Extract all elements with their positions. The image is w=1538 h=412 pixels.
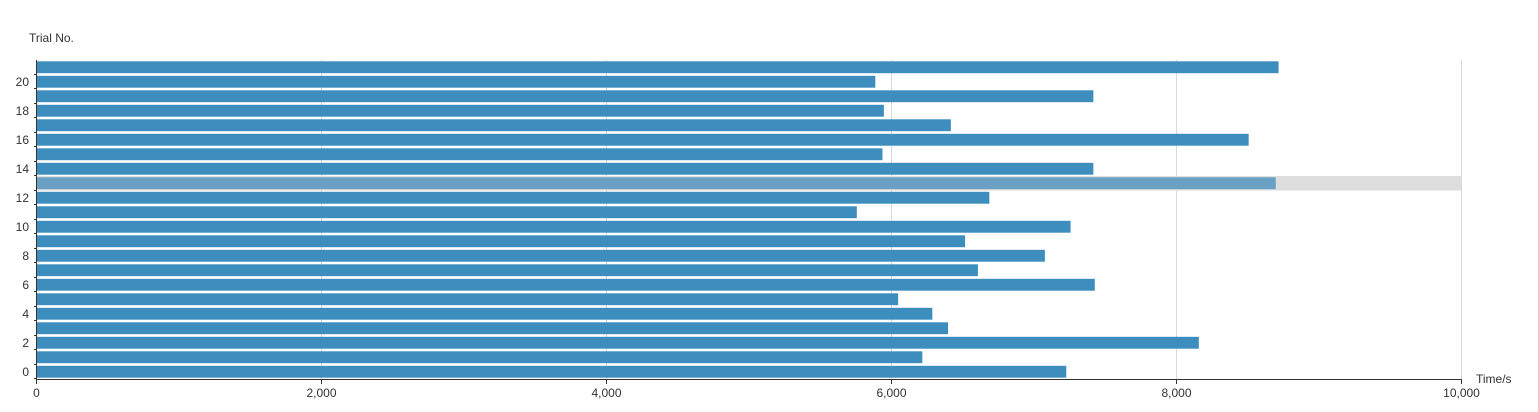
bar-trial-12[interactable] [36, 191, 990, 204]
axes: 0 2 4 6 8 10 12 14 16 18 20 0 2,000 4,000 6,000 8,000 10… [16, 60, 1480, 400]
x-tick-label: 8,000 [1161, 386, 1191, 400]
y-tick-label: 18 [16, 104, 30, 118]
bar-trial-13[interactable] [36, 177, 1276, 190]
bar-trial-5[interactable] [36, 293, 899, 306]
bar-trial-16[interactable] [36, 133, 1249, 146]
y-tick-label: 6 [22, 278, 29, 292]
bar-trial-4[interactable] [36, 307, 933, 320]
y-axis-title: Trial No. [29, 31, 74, 45]
x-tick-label: 6,000 [876, 386, 906, 400]
bar-trial-11[interactable] [36, 206, 857, 219]
y-tick-label: 0 [22, 365, 29, 379]
bar-trial-8[interactable] [36, 249, 1045, 262]
y-tick-label: 12 [16, 191, 30, 205]
bar-trial-7[interactable] [36, 264, 978, 277]
bar-trial-10[interactable] [36, 220, 1071, 233]
bar-trial-0[interactable] [36, 365, 1067, 378]
y-tick-label: 8 [22, 249, 29, 263]
y-tick-label: 10 [16, 220, 30, 234]
y-tick-label: 14 [16, 162, 30, 176]
y-tick-label: 2 [22, 336, 29, 350]
bar-trial-15[interactable] [36, 148, 883, 161]
y-tick-label: 20 [16, 75, 30, 89]
bar-trial-3[interactable] [36, 322, 948, 335]
y-tick-label: 4 [22, 307, 29, 321]
bar-trial-14[interactable] [36, 162, 1094, 175]
y-tick-label: 16 [16, 133, 30, 147]
bar-trial-21[interactable] [36, 61, 1279, 74]
bar-trial-2[interactable] [36, 336, 1199, 349]
bar-trial-6[interactable] [36, 278, 1095, 291]
bars [36, 61, 1279, 378]
x-tick-label: 2,000 [306, 386, 336, 400]
bar-trial-19[interactable] [36, 90, 1094, 103]
x-tick-label: 4,000 [591, 386, 621, 400]
x-tick-label: 0 [33, 386, 40, 400]
x-axis-title: Time/s [1476, 372, 1512, 386]
bar-trial-18[interactable] [36, 104, 884, 117]
bar-trial-20[interactable] [36, 75, 876, 88]
bar-trial-9[interactable] [36, 235, 966, 248]
x-tick-label: 10,000 [1443, 386, 1480, 400]
bar-trial-1[interactable] [36, 351, 923, 364]
bar-trial-17[interactable] [36, 119, 951, 132]
